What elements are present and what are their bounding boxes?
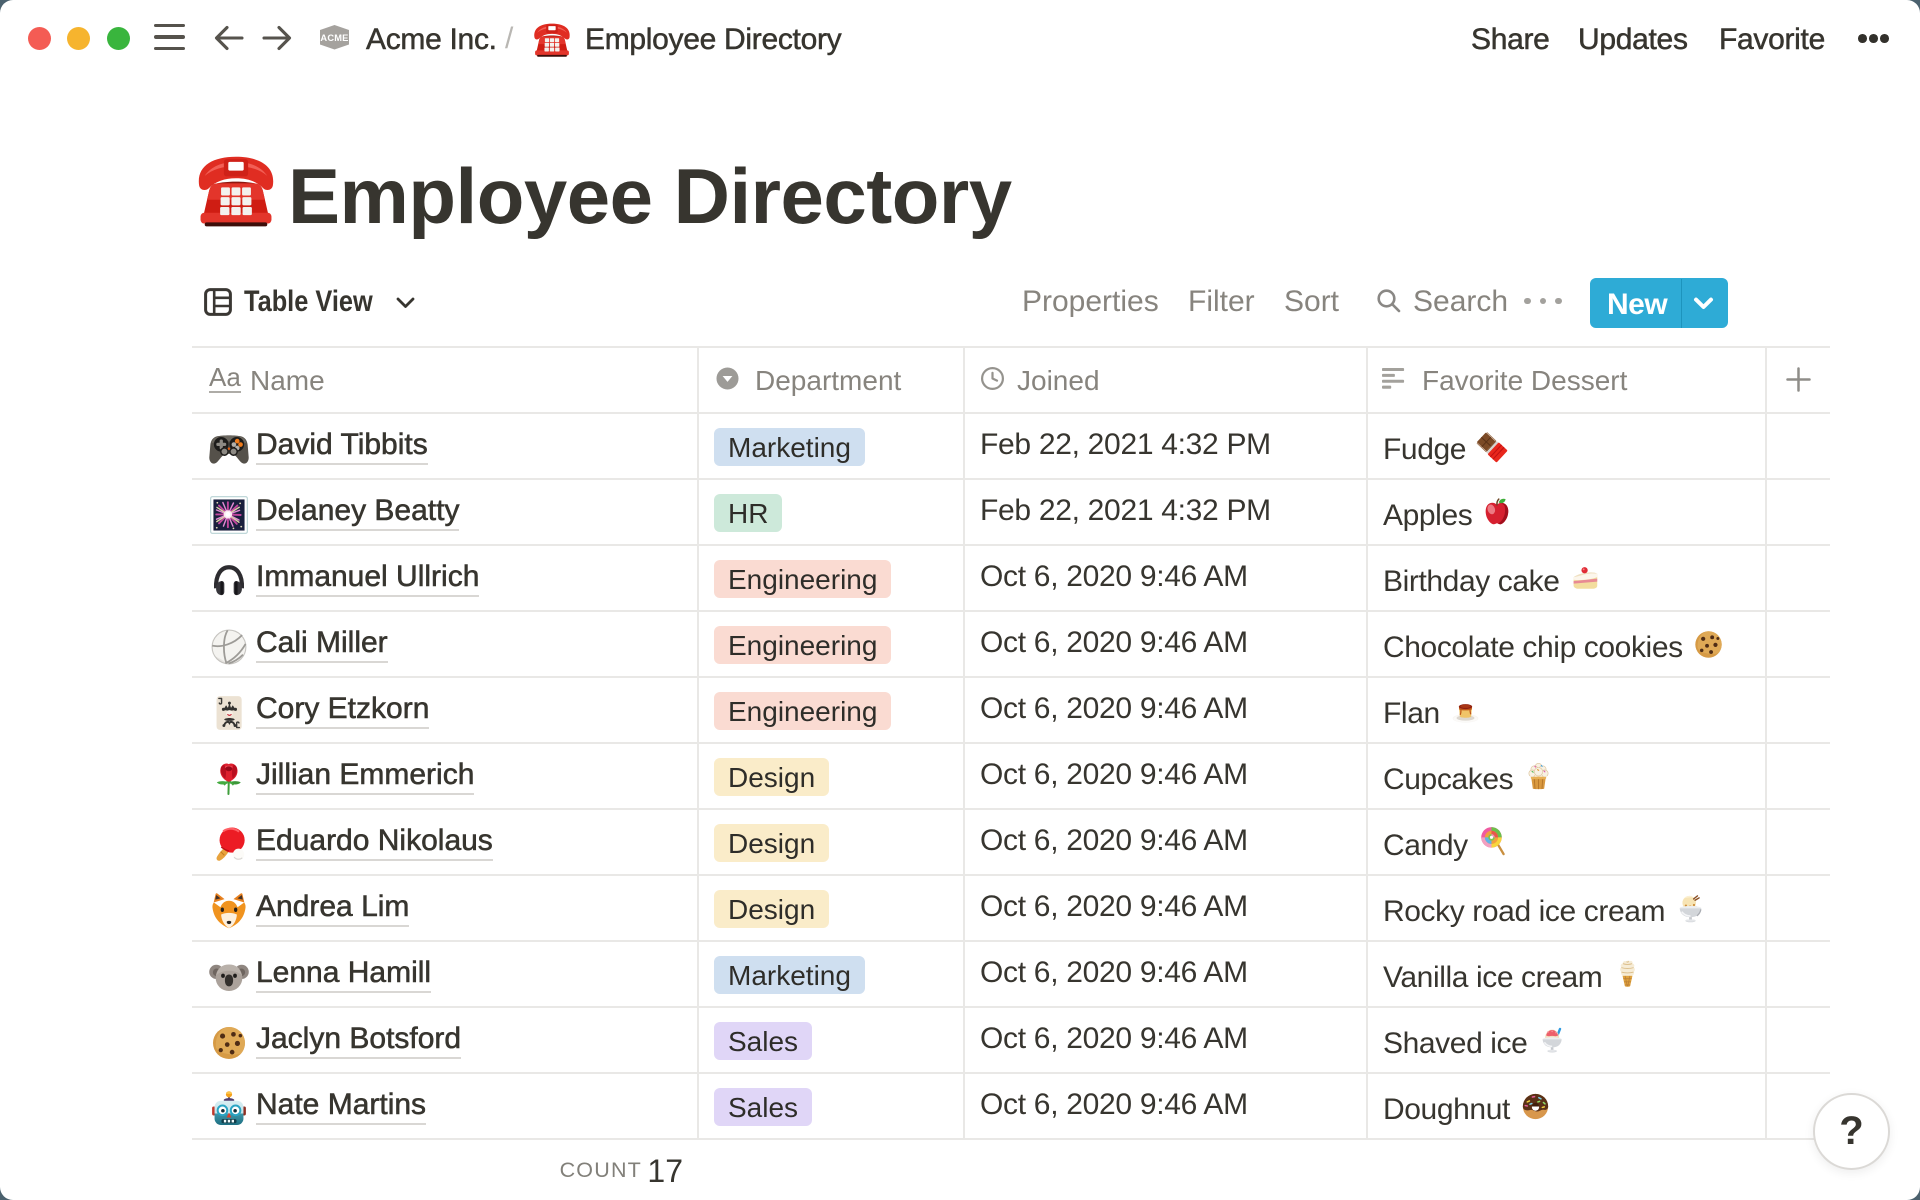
svg-text:ACME: ACME xyxy=(320,33,348,43)
